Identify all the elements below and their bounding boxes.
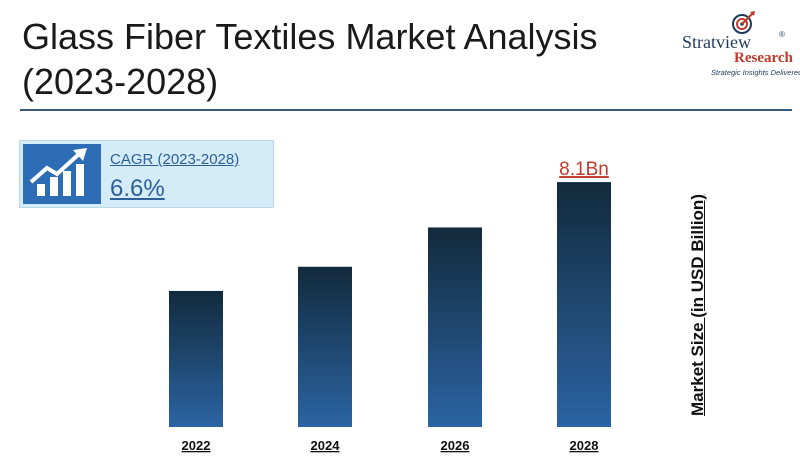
bar-2026 (428, 227, 482, 427)
title-line-1: Glass Fiber Textiles Market Analysis (22, 16, 598, 57)
x-tick-label-2022: 2022 (182, 438, 211, 453)
cagr-callout: CAGR (2023-2028) 6.6% (19, 140, 274, 208)
data-label-2028: 8.1Bn (559, 159, 609, 180)
cagr-label: CAGR (2023-2028) (110, 151, 240, 168)
logo-brand: Stratview (682, 32, 751, 52)
x-tick-label-2024: 2024 (311, 438, 341, 453)
logo-research: Research (734, 50, 793, 66)
bar-2028 (557, 182, 611, 427)
stratview-logo: Stratview ® Research Strategic Insights … (672, 10, 800, 80)
target-arrow-icon (732, 11, 755, 34)
x-tick-label-2028: 2028 (570, 438, 599, 453)
page-title: Glass Fiber Textiles Market Analysis (20… (22, 14, 642, 104)
bar-2022 (169, 290, 223, 427)
growth-chart-icon (23, 144, 101, 204)
bar-2024 (298, 266, 352, 427)
cagr-value: 6.6% (110, 175, 165, 202)
y-axis-title: Market Size (in USD Billion) (688, 194, 707, 416)
x-tick-label-2026: 2026 (441, 438, 470, 453)
logo-tagline: Strategic Insights Delivered (711, 68, 800, 77)
title-line-2: (2023-2028) (22, 61, 219, 102)
logo-registered-mark: ® (779, 30, 785, 39)
y-axis-title-wrap: Market Size (in USD Billion) (683, 185, 713, 425)
title-divider (20, 109, 792, 111)
